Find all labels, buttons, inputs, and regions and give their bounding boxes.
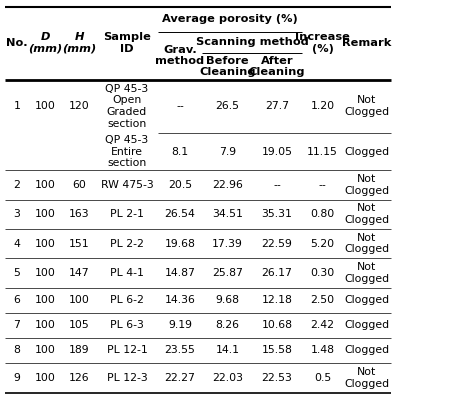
- Text: 163: 163: [69, 209, 90, 219]
- Text: 9: 9: [13, 373, 20, 383]
- Text: Not
Clogged: Not Clogged: [345, 174, 390, 196]
- Text: 100: 100: [35, 295, 55, 305]
- Text: 147: 147: [69, 268, 90, 278]
- Text: PL 12-3: PL 12-3: [107, 373, 147, 383]
- Text: Not
Clogged: Not Clogged: [345, 367, 390, 389]
- Text: PL 6-2: PL 6-2: [110, 295, 144, 305]
- Text: D
(mm): D (mm): [28, 32, 62, 54]
- Text: --: --: [319, 180, 327, 190]
- Text: No.: No.: [6, 38, 27, 48]
- Text: --: --: [273, 180, 281, 190]
- Text: 100: 100: [35, 101, 55, 111]
- Text: Clogged: Clogged: [345, 146, 390, 156]
- Text: 100: 100: [35, 268, 55, 278]
- Text: 100: 100: [69, 295, 90, 305]
- Text: 35.31: 35.31: [262, 209, 292, 219]
- Text: 2.42: 2.42: [310, 320, 335, 330]
- Text: QP 45-3
Entire
section: QP 45-3 Entire section: [105, 135, 148, 168]
- Text: 100: 100: [35, 320, 55, 330]
- Text: 22.53: 22.53: [262, 373, 292, 383]
- Text: 100: 100: [35, 239, 55, 249]
- Text: 189: 189: [69, 345, 90, 355]
- Text: 100: 100: [35, 345, 55, 355]
- Text: 12.18: 12.18: [262, 295, 292, 305]
- Text: 5: 5: [13, 268, 20, 278]
- Text: 26.54: 26.54: [164, 209, 195, 219]
- Text: 7.9: 7.9: [219, 146, 236, 156]
- Text: 22.59: 22.59: [262, 239, 292, 249]
- Text: Grav.
method: Grav. method: [155, 45, 205, 66]
- Text: 1.48: 1.48: [310, 345, 335, 355]
- Text: 2: 2: [13, 180, 20, 190]
- Text: PL 2-1: PL 2-1: [110, 209, 144, 219]
- Text: 26.17: 26.17: [262, 268, 292, 278]
- Text: Clogged: Clogged: [345, 345, 390, 355]
- Text: 22.03: 22.03: [212, 373, 243, 383]
- Text: --: --: [176, 101, 184, 111]
- Text: 100: 100: [35, 209, 55, 219]
- Text: 14.87: 14.87: [164, 268, 195, 278]
- Text: 100: 100: [35, 180, 55, 190]
- Text: 0.30: 0.30: [310, 268, 335, 278]
- Text: 1: 1: [13, 101, 20, 111]
- Text: PL 12-1: PL 12-1: [107, 345, 147, 355]
- Text: Not
Clogged: Not Clogged: [345, 96, 390, 117]
- Text: RW 475-3: RW 475-3: [100, 180, 153, 190]
- Text: 9.19: 9.19: [168, 320, 192, 330]
- Text: Scanning method: Scanning method: [196, 38, 309, 48]
- Text: 25.87: 25.87: [212, 268, 243, 278]
- Text: 19.68: 19.68: [164, 239, 195, 249]
- Text: 0.80: 0.80: [310, 209, 335, 219]
- Text: 15.58: 15.58: [262, 345, 292, 355]
- Text: 14.36: 14.36: [164, 295, 195, 305]
- Text: 14.1: 14.1: [215, 345, 239, 355]
- Text: Average porosity (%): Average porosity (%): [162, 14, 298, 24]
- Text: 6: 6: [13, 295, 20, 305]
- Text: Clogged: Clogged: [345, 320, 390, 330]
- Text: Not
Clogged: Not Clogged: [345, 204, 390, 225]
- Text: QP 45-3
Open
Graded
section: QP 45-3 Open Graded section: [105, 84, 148, 129]
- Text: 8.26: 8.26: [215, 320, 239, 330]
- Text: H
(mm): H (mm): [62, 32, 96, 54]
- Text: Before
Cleaning: Before Cleaning: [199, 56, 255, 77]
- Text: 8: 8: [13, 345, 20, 355]
- Text: 5.20: 5.20: [310, 239, 335, 249]
- Text: 22.27: 22.27: [164, 373, 195, 383]
- Text: 26.5: 26.5: [215, 101, 239, 111]
- Text: 19.05: 19.05: [262, 146, 292, 156]
- Text: Sample
ID: Sample ID: [103, 32, 151, 54]
- Text: Not
Clogged: Not Clogged: [345, 233, 390, 254]
- Text: 60: 60: [72, 180, 86, 190]
- Text: 23.55: 23.55: [164, 345, 195, 355]
- Text: After
Cleaning: After Cleaning: [249, 56, 305, 77]
- Text: 1.20: 1.20: [310, 101, 335, 111]
- Text: 20.5: 20.5: [168, 180, 192, 190]
- Text: 151: 151: [69, 239, 90, 249]
- Text: Increase
(%): Increase (%): [295, 32, 350, 54]
- Text: 126: 126: [69, 373, 90, 383]
- Text: 2.50: 2.50: [310, 295, 335, 305]
- Text: 100: 100: [35, 373, 55, 383]
- Text: 9.68: 9.68: [215, 295, 239, 305]
- Text: 7: 7: [13, 320, 20, 330]
- Text: 120: 120: [69, 101, 90, 111]
- Text: 34.51: 34.51: [212, 209, 243, 219]
- Text: PL 2-2: PL 2-2: [110, 239, 144, 249]
- Text: 10.68: 10.68: [262, 320, 292, 330]
- Text: 8.1: 8.1: [172, 146, 189, 156]
- Text: 105: 105: [69, 320, 90, 330]
- Text: Not
Clogged: Not Clogged: [345, 262, 390, 284]
- Text: 27.7: 27.7: [265, 101, 289, 111]
- Text: 22.96: 22.96: [212, 180, 243, 190]
- Text: Clogged: Clogged: [345, 295, 390, 305]
- Text: PL 6-3: PL 6-3: [110, 320, 144, 330]
- Text: 17.39: 17.39: [212, 239, 243, 249]
- Text: 0.5: 0.5: [314, 373, 331, 383]
- Text: 3: 3: [13, 209, 20, 219]
- Text: 4: 4: [13, 239, 20, 249]
- Text: Remark: Remark: [342, 38, 392, 48]
- Text: 11.15: 11.15: [307, 146, 338, 156]
- Text: PL 4-1: PL 4-1: [110, 268, 144, 278]
